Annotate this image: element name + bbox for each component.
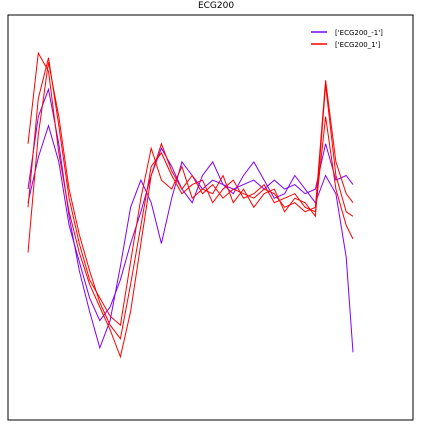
chart-title: ECG200: [198, 1, 234, 11]
series-1-line-0: [27, 51, 354, 359]
series-group: [27, 51, 354, 359]
legend: ['ECG200_-1'] ['ECG200_1']: [311, 29, 383, 49]
plot-frame: [7, 14, 414, 421]
series-1-line-1: [27, 62, 354, 340]
series-1-line-2: [27, 57, 354, 327]
series-0-line-1: [27, 123, 354, 353]
legend-label-positive: ['ECG200_1']: [335, 41, 381, 49]
legend-label-negative: ['ECG200_-1']: [335, 29, 383, 37]
